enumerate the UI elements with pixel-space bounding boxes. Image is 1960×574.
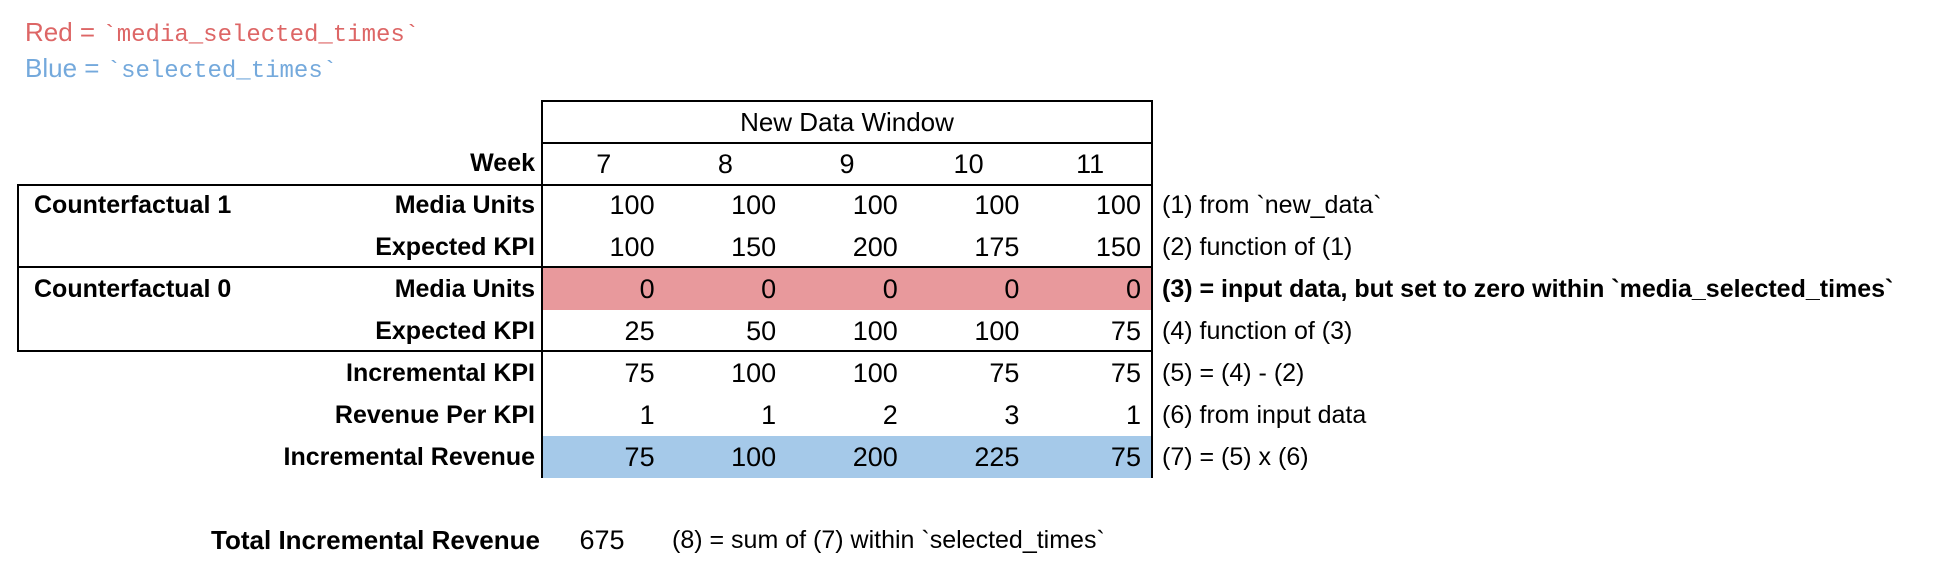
row-label-week: Week: [470, 149, 535, 177]
legend-red-separator: =: [72, 17, 103, 47]
table-cell: 0: [882, 274, 898, 304]
new-data-window-header: New Data Window: [740, 107, 954, 137]
week-number: 7: [596, 149, 612, 179]
legend-red-name: Red: [25, 17, 73, 47]
table-cell: 1: [639, 400, 655, 430]
annotation-8: (8) = sum of (7) within `selected_times`: [672, 526, 1105, 554]
row-label-expected-kpi-cf1: Expected KPI: [375, 233, 535, 261]
table-row-incremental-revenue-highlight-blue: 75 100 200 225 75: [543, 436, 1151, 478]
table-row-incremental-kpi: 75 100 100 75 75: [543, 352, 1151, 394]
table-cell: 100: [974, 316, 1020, 346]
table-cell: 1: [761, 400, 777, 430]
table-cell: 75: [989, 358, 1020, 388]
data-grid: New Data Window 7 8 9 10 11 100 100 100 …: [541, 100, 1153, 478]
legend-blue-code: `selected_times`: [106, 58, 338, 85]
table-cell: 200: [852, 442, 898, 472]
annotation-2: (2) function of (1): [1162, 233, 1353, 261]
table-row-media-units-cf1: 100 100 100 100 100: [543, 184, 1151, 226]
grid-line: [543, 184, 1151, 186]
table-cell: 0: [639, 274, 655, 304]
row-label-incremental-kpi: Incremental KPI: [346, 359, 535, 387]
table-cell: 75: [1110, 442, 1141, 472]
table-cell: 0: [761, 274, 777, 304]
annotation-1: (1) from `new_data`: [1162, 191, 1382, 219]
table-row-expected-kpi-cf1: 100 150 200 175 150: [543, 226, 1151, 268]
table-cell: 100: [974, 190, 1020, 220]
table-cell: 100: [609, 190, 655, 220]
table-cell: 25: [624, 316, 655, 346]
annotation-7: (7) = (5) x (6): [1162, 443, 1309, 471]
week-number-row: 7 8 9 10 11: [543, 144, 1151, 184]
table-cell: 100: [1095, 190, 1141, 220]
table-row-media-units-cf0-highlight-red: 0 0 0 0 0: [543, 268, 1151, 310]
annotation-6: (6) from input data: [1162, 401, 1367, 429]
table-cell: 200: [852, 232, 898, 262]
total-incremental-revenue-label: Total Incremental Revenue: [211, 525, 540, 555]
table-cell: 100: [731, 190, 777, 220]
row-label-revenue-per-kpi: Revenue Per KPI: [334, 401, 535, 429]
legend-blue-separator: =: [77, 53, 107, 83]
table-cell: 3: [1004, 400, 1020, 430]
row-label-expected-kpi-cf0: Expected KPI: [375, 317, 535, 345]
group-label-counterfactual-0: Counterfactual 0: [34, 275, 232, 303]
group-label-counterfactual-1: Counterfactual 1: [34, 191, 232, 219]
annotation-4: (4) function of (3): [1162, 317, 1353, 345]
table-cell: 1: [1125, 400, 1141, 430]
table-cell: 50: [746, 316, 777, 346]
table-cell: 100: [852, 358, 898, 388]
week-number: 10: [953, 149, 984, 179]
table-cell: 225: [974, 442, 1020, 472]
legend-blue-line: Blue = `selected_times`: [25, 50, 419, 86]
table-cell: 150: [731, 232, 777, 262]
table-cell: 100: [852, 316, 898, 346]
table-cell: 100: [852, 190, 898, 220]
table-cell: 75: [1110, 316, 1141, 346]
week-number: 9: [839, 149, 855, 179]
grid-line: [543, 142, 1151, 144]
legend-blue-name: Blue: [25, 53, 78, 83]
row-label-media-units-cf0: Media Units: [394, 275, 535, 303]
grid-line: [543, 350, 1151, 352]
row-label-media-units-cf1: Media Units: [394, 191, 535, 219]
table-cell: 100: [731, 358, 777, 388]
table-cell: 2: [882, 400, 898, 430]
grid-line: [543, 266, 1151, 268]
annotation-5: (5) = (4) - (2): [1162, 359, 1305, 387]
table-cell: 0: [1125, 274, 1141, 304]
row-label-incremental-revenue: Incremental Revenue: [283, 443, 536, 471]
table-row-revenue-per-kpi: 1 1 2 3 1: [543, 394, 1151, 436]
table-cell: 75: [1110, 358, 1141, 388]
table-cell: 0: [1004, 274, 1020, 304]
week-number: 8: [717, 149, 733, 179]
table-row-expected-kpi-cf0: 25 50 100 100 75: [543, 310, 1151, 352]
table-cell: 150: [1095, 232, 1141, 262]
total-incremental-revenue-value: 675: [579, 525, 625, 555]
color-legend: Red = `media_selected_times` Blue = `sel…: [25, 14, 419, 86]
table-cell: 175: [974, 232, 1020, 262]
week-number: 11: [1076, 149, 1105, 179]
table-cell: 75: [624, 358, 655, 388]
legend-red-line: Red = `media_selected_times`: [25, 14, 419, 50]
table-cell: 75: [624, 442, 655, 472]
table-cell: 100: [731, 442, 777, 472]
table-cell: 100: [609, 232, 655, 262]
legend-red-code: `media_selected_times`: [102, 22, 420, 49]
annotation-3: (3) = input data, but set to zero within…: [1162, 275, 1894, 303]
